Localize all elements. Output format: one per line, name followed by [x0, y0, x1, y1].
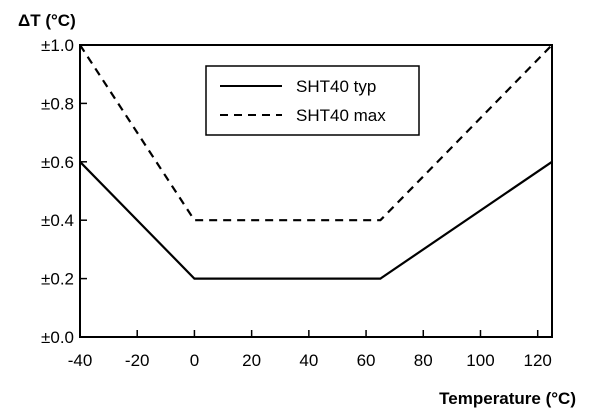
legend: SHT40 typ SHT40 max [205, 65, 420, 136]
x-axis-title: Temperature (°C) [439, 389, 576, 408]
y-tick-label: ±0.2 [41, 270, 74, 289]
y-axis-title: ΔT (°C) [18, 11, 76, 30]
x-tick-label: 0 [190, 351, 199, 370]
x-tick-label: 20 [242, 351, 261, 370]
series-line-max [79, 44, 553, 222]
y-tick-label: ±0.6 [41, 153, 74, 172]
y-tick-label: ±1.0 [41, 36, 74, 55]
plot-frame [79, 44, 553, 338]
x-tick-label: -20 [125, 351, 150, 370]
x-tick-label: 80 [414, 351, 433, 370]
x-axis-ticks: -40 -20 0 20 40 60 80 100 120 [68, 330, 552, 370]
series-line-typ [79, 160, 553, 280]
y-tick-label: ±0.0 [41, 328, 74, 347]
x-tick-label: -40 [68, 351, 93, 370]
x-tick-label: 120 [524, 351, 552, 370]
x-tick-label: 40 [299, 351, 318, 370]
y-axis-ticks: ±0.0 ±0.2 ±0.4 ±0.6 ±0.8 ±1.0 [41, 36, 87, 347]
x-tick-label: 100 [466, 351, 494, 370]
legend-box [205, 65, 420, 136]
y-tick-label: ±0.8 [41, 94, 74, 113]
x-tick-label: 60 [357, 351, 376, 370]
plot-series [79, 44, 553, 280]
legend-label: SHT40 max [296, 106, 386, 125]
legend-label: SHT40 typ [296, 77, 376, 96]
y-tick-label: ±0.4 [41, 211, 74, 230]
